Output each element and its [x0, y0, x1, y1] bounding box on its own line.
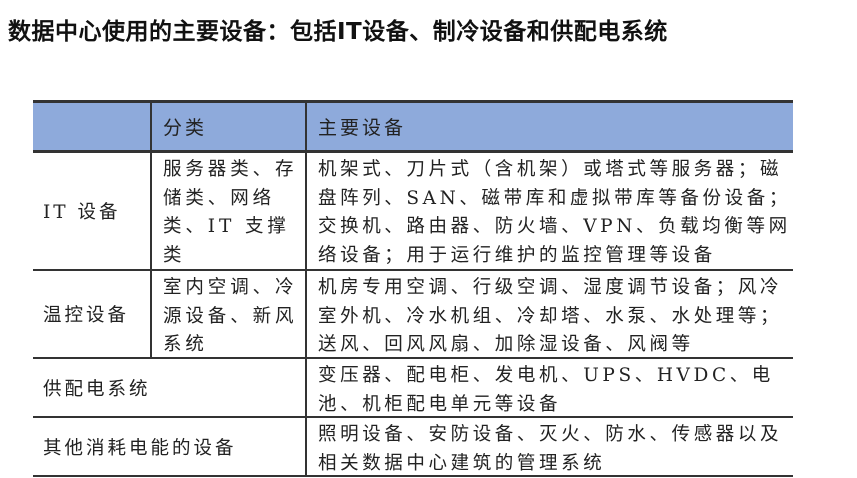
category-line: 室内空调、冷	[163, 274, 305, 303]
equipment-line: 变压器、配电柜、发电机、UPS、HVDC、电	[318, 362, 793, 391]
equipment-line: 送风、回风风扇、加除湿设备、风阀等	[318, 331, 793, 360]
row-name: 温控设备	[33, 271, 150, 357]
equipment-line: 室外机、冷水机组、冷却塔、水泵、水处理等；	[318, 303, 793, 332]
category-cell: 室内空调、冷 源设备、新风 系统	[150, 271, 305, 357]
category-cell: 服务器类、存 储类、网络 类、IT 支撑 类	[150, 153, 305, 269]
category-line: 类、IT 支撑	[163, 213, 305, 242]
equipment-line: 机房专用空调、行级空调、湿度调节设备；风冷	[318, 274, 793, 303]
row-name: 供配电系统	[33, 359, 305, 416]
equipment-cell: 机房专用空调、行级空调、湿度调节设备；风冷 室外机、冷水机组、冷却塔、水泵、水处…	[305, 271, 793, 357]
table-row: 供配电系统 变压器、配电柜、发电机、UPS、HVDC、电 池、机柜配电单元等设备	[33, 359, 793, 418]
table-row: 温控设备 室内空调、冷 源设备、新风 系统 机房专用空调、行级空调、湿度调节设备…	[33, 271, 793, 359]
row-name-text: IT 设备	[43, 198, 121, 224]
table-header-row: 分类 主要设备	[33, 100, 793, 153]
equipment-line: 相关数据中心建筑的管理系统	[318, 450, 793, 478]
equipment-line: 络设备；用于运行维护的监控管理等设备	[318, 242, 793, 271]
table-row: 其他消耗电能的设备 照明设备、安防设备、灭火、防水、传感器以及 相关数据中心建筑…	[33, 418, 793, 477]
category-line: 类	[163, 242, 305, 271]
equipment-line: 池、机柜配电单元等设备	[318, 391, 793, 420]
category-line: 储类、网络	[163, 185, 305, 214]
category-line: 源设备、新风	[163, 303, 305, 332]
equipment-cell: 变压器、配电柜、发电机、UPS、HVDC、电 池、机柜配电单元等设备	[305, 359, 793, 416]
category-line: 系统	[163, 331, 305, 360]
equipment-table: 分类 主要设备 IT 设备 服务器类、存 储类、网络 类、IT 支撑 类 机架式…	[33, 100, 793, 477]
equipment-line: 机架式、刀片式（含机架）或塔式等服务器；磁	[318, 156, 793, 185]
header-cell-equipment: 主要设备	[305, 103, 793, 150]
category-line: 服务器类、存	[163, 156, 305, 185]
equipment-line: 交换机、路由器、防火墙、VPN、负载均衡等网	[318, 213, 793, 242]
row-name: 其他消耗电能的设备	[33, 418, 305, 475]
equipment-line: 照明设备、安防设备、灭火、防水、传感器以及	[318, 421, 793, 450]
page-title: 数据中心使用的主要设备：包括IT设备、制冷设备和供配电系统	[8, 12, 668, 46]
equipment-line: 盘阵列、SAN、磁带库和虚拟带库等备份设备；	[318, 185, 793, 214]
table-row: IT 设备 服务器类、存 储类、网络 类、IT 支撑 类 机架式、刀片式（含机架…	[33, 153, 793, 271]
equipment-cell: 机架式、刀片式（含机架）或塔式等服务器；磁 盘阵列、SAN、磁带库和虚拟带库等备…	[305, 153, 793, 269]
equipment-cell: 照明设备、安防设备、灭火、防水、传感器以及 相关数据中心建筑的管理系统	[305, 418, 793, 475]
row-name: IT 设备	[33, 153, 150, 269]
header-cell-category: 分类	[150, 103, 305, 150]
header-cell-blank	[33, 103, 150, 150]
